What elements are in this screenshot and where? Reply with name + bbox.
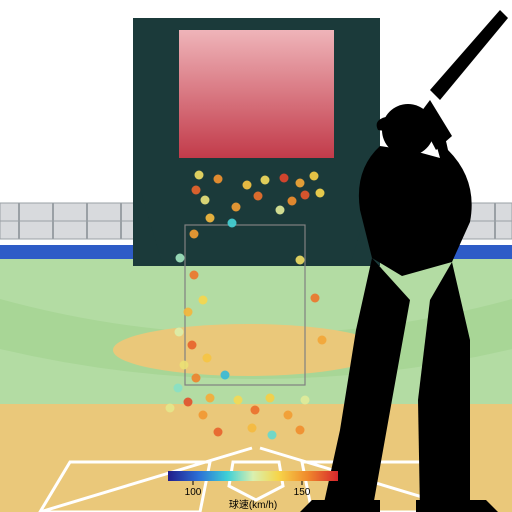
colorbar-tick: 100 [185, 487, 202, 498]
colorbar-label: 球速(km/h) [229, 498, 277, 511]
foreground-layer: 100 150 球速(km/h) [0, 0, 512, 512]
batter-silhouette [300, 10, 508, 512]
colorbar [168, 471, 338, 481]
colorbar-tick: 150 [294, 487, 311, 498]
pitch-location-figure: 100 150 球速(km/h) [0, 0, 512, 512]
